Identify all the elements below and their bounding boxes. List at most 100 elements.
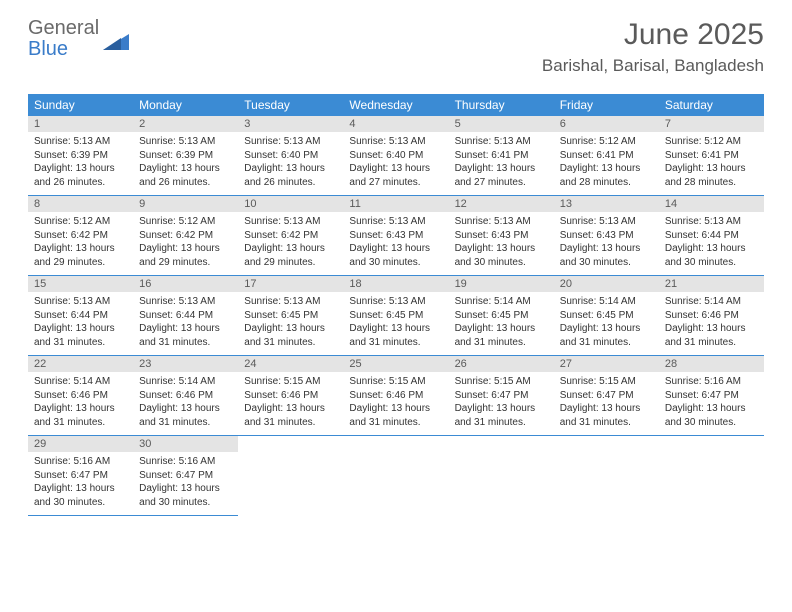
day-number: 16 (133, 276, 238, 292)
day-content: Sunrise: 5:13 AMSunset: 6:42 PMDaylight:… (238, 212, 343, 275)
day-content: Sunrise: 5:13 AMSunset: 6:43 PMDaylight:… (449, 212, 554, 275)
day-number: 6 (554, 116, 659, 132)
day-content: Sunrise: 5:13 AMSunset: 6:43 PMDaylight:… (554, 212, 659, 275)
day-content: Sunrise: 5:14 AMSunset: 6:46 PMDaylight:… (28, 372, 133, 435)
logo-text-blue: Blue (28, 38, 68, 60)
day-number: 11 (343, 196, 448, 212)
calendar-cell: 4Sunrise: 5:13 AMSunset: 6:40 PMDaylight… (343, 116, 448, 196)
weekday-header: Thursday (449, 94, 554, 116)
day-number: 7 (659, 116, 764, 132)
day-number: 21 (659, 276, 764, 292)
day-number: 20 (554, 276, 659, 292)
calendar-cell: 21Sunrise: 5:14 AMSunset: 6:46 PMDayligh… (659, 276, 764, 356)
day-number: 23 (133, 356, 238, 372)
day-content: Sunrise: 5:16 AMSunset: 6:47 PMDaylight:… (659, 372, 764, 435)
day-number: 18 (343, 276, 448, 292)
calendar-cell: .. (343, 436, 448, 516)
calendar-cell: 8Sunrise: 5:12 AMSunset: 6:42 PMDaylight… (28, 196, 133, 276)
calendar-cell: .. (449, 436, 554, 516)
day-content: Sunrise: 5:16 AMSunset: 6:47 PMDaylight:… (28, 452, 133, 515)
calendar-cell: 28Sunrise: 5:16 AMSunset: 6:47 PMDayligh… (659, 356, 764, 436)
calendar-cell: 6Sunrise: 5:12 AMSunset: 6:41 PMDaylight… (554, 116, 659, 196)
calendar-cell: 24Sunrise: 5:15 AMSunset: 6:46 PMDayligh… (238, 356, 343, 436)
calendar-cell: 25Sunrise: 5:15 AMSunset: 6:46 PMDayligh… (343, 356, 448, 436)
day-content: Sunrise: 5:14 AMSunset: 6:46 PMDaylight:… (659, 292, 764, 355)
header: General Blue June 2025 Barishal, Barisal… (0, 0, 792, 84)
day-content: Sunrise: 5:14 AMSunset: 6:46 PMDaylight:… (133, 372, 238, 435)
day-content: Sunrise: 5:13 AMSunset: 6:41 PMDaylight:… (449, 132, 554, 195)
calendar-cell: .. (238, 436, 343, 516)
calendar-cell: 17Sunrise: 5:13 AMSunset: 6:45 PMDayligh… (238, 276, 343, 356)
title-block: June 2025 Barishal, Barisal, Bangladesh (542, 18, 764, 76)
location: Barishal, Barisal, Bangladesh (542, 56, 764, 76)
day-number: 13 (554, 196, 659, 212)
calendar-cell: 13Sunrise: 5:13 AMSunset: 6:43 PMDayligh… (554, 196, 659, 276)
calendar-cell: 20Sunrise: 5:14 AMSunset: 6:45 PMDayligh… (554, 276, 659, 356)
day-content: Sunrise: 5:13 AMSunset: 6:44 PMDaylight:… (133, 292, 238, 355)
calendar-cell: 15Sunrise: 5:13 AMSunset: 6:44 PMDayligh… (28, 276, 133, 356)
day-number: 9 (133, 196, 238, 212)
day-number: 1 (28, 116, 133, 132)
day-content: Sunrise: 5:15 AMSunset: 6:47 PMDaylight:… (449, 372, 554, 435)
day-content: Sunrise: 5:14 AMSunset: 6:45 PMDaylight:… (449, 292, 554, 355)
day-content: Sunrise: 5:13 AMSunset: 6:44 PMDaylight:… (28, 292, 133, 355)
calendar-cell: .. (554, 436, 659, 516)
day-number: 26 (449, 356, 554, 372)
calendar-cell: 14Sunrise: 5:13 AMSunset: 6:44 PMDayligh… (659, 196, 764, 276)
day-number: 4 (343, 116, 448, 132)
calendar-cell: .. (659, 436, 764, 516)
calendar-cell: 16Sunrise: 5:13 AMSunset: 6:44 PMDayligh… (133, 276, 238, 356)
calendar-body: 1Sunrise: 5:13 AMSunset: 6:39 PMDaylight… (28, 116, 764, 516)
day-content: Sunrise: 5:15 AMSunset: 6:46 PMDaylight:… (343, 372, 448, 435)
calendar-cell: 9Sunrise: 5:12 AMSunset: 6:42 PMDaylight… (133, 196, 238, 276)
month-title: June 2025 (542, 18, 764, 52)
day-content: Sunrise: 5:13 AMSunset: 6:39 PMDaylight:… (28, 132, 133, 195)
day-number: 10 (238, 196, 343, 212)
calendar-cell: 18Sunrise: 5:13 AMSunset: 6:45 PMDayligh… (343, 276, 448, 356)
calendar-row: 1Sunrise: 5:13 AMSunset: 6:39 PMDaylight… (28, 116, 764, 196)
logo-triangle-icon (103, 28, 129, 50)
weekday-header: Sunday (28, 94, 133, 116)
day-content: Sunrise: 5:13 AMSunset: 6:39 PMDaylight:… (133, 132, 238, 195)
calendar-row: 8Sunrise: 5:12 AMSunset: 6:42 PMDaylight… (28, 196, 764, 276)
day-content: Sunrise: 5:15 AMSunset: 6:46 PMDaylight:… (238, 372, 343, 435)
day-number: 5 (449, 116, 554, 132)
weekday-header: Friday (554, 94, 659, 116)
calendar-row: 22Sunrise: 5:14 AMSunset: 6:46 PMDayligh… (28, 356, 764, 436)
calendar-cell: 7Sunrise: 5:12 AMSunset: 6:41 PMDaylight… (659, 116, 764, 196)
day-content: Sunrise: 5:13 AMSunset: 6:45 PMDaylight:… (343, 292, 448, 355)
day-number: 15 (28, 276, 133, 292)
calendar-cell: 1Sunrise: 5:13 AMSunset: 6:39 PMDaylight… (28, 116, 133, 196)
calendar-row: 29Sunrise: 5:16 AMSunset: 6:47 PMDayligh… (28, 436, 764, 516)
calendar-cell: 23Sunrise: 5:14 AMSunset: 6:46 PMDayligh… (133, 356, 238, 436)
weekday-header: Saturday (659, 94, 764, 116)
calendar-cell: 12Sunrise: 5:13 AMSunset: 6:43 PMDayligh… (449, 196, 554, 276)
calendar-cell: 11Sunrise: 5:13 AMSunset: 6:43 PMDayligh… (343, 196, 448, 276)
day-number: 17 (238, 276, 343, 292)
day-number: 25 (343, 356, 448, 372)
calendar-cell: 22Sunrise: 5:14 AMSunset: 6:46 PMDayligh… (28, 356, 133, 436)
weekday-header: Wednesday (343, 94, 448, 116)
day-number: 8 (28, 196, 133, 212)
calendar-row: 15Sunrise: 5:13 AMSunset: 6:44 PMDayligh… (28, 276, 764, 356)
day-number: 12 (449, 196, 554, 212)
weekday-header: Monday (133, 94, 238, 116)
day-content: Sunrise: 5:13 AMSunset: 6:45 PMDaylight:… (238, 292, 343, 355)
calendar-header-row: SundayMondayTuesdayWednesdayThursdayFrid… (28, 94, 764, 116)
day-content: Sunrise: 5:12 AMSunset: 6:41 PMDaylight:… (659, 132, 764, 195)
calendar-cell: 19Sunrise: 5:14 AMSunset: 6:45 PMDayligh… (449, 276, 554, 356)
day-content: Sunrise: 5:13 AMSunset: 6:40 PMDaylight:… (343, 132, 448, 195)
calendar-cell: 10Sunrise: 5:13 AMSunset: 6:42 PMDayligh… (238, 196, 343, 276)
day-content: Sunrise: 5:12 AMSunset: 6:42 PMDaylight:… (28, 212, 133, 275)
calendar-cell: 2Sunrise: 5:13 AMSunset: 6:39 PMDaylight… (133, 116, 238, 196)
day-content: Sunrise: 5:13 AMSunset: 6:44 PMDaylight:… (659, 212, 764, 275)
day-content: Sunrise: 5:13 AMSunset: 6:43 PMDaylight:… (343, 212, 448, 275)
day-number: 24 (238, 356, 343, 372)
day-number: 30 (133, 436, 238, 452)
day-content: Sunrise: 5:16 AMSunset: 6:47 PMDaylight:… (133, 452, 238, 515)
weekday-header: Tuesday (238, 94, 343, 116)
calendar-cell: 5Sunrise: 5:13 AMSunset: 6:41 PMDaylight… (449, 116, 554, 196)
day-content: Sunrise: 5:15 AMSunset: 6:47 PMDaylight:… (554, 372, 659, 435)
day-content: Sunrise: 5:12 AMSunset: 6:41 PMDaylight:… (554, 132, 659, 195)
day-number: 2 (133, 116, 238, 132)
